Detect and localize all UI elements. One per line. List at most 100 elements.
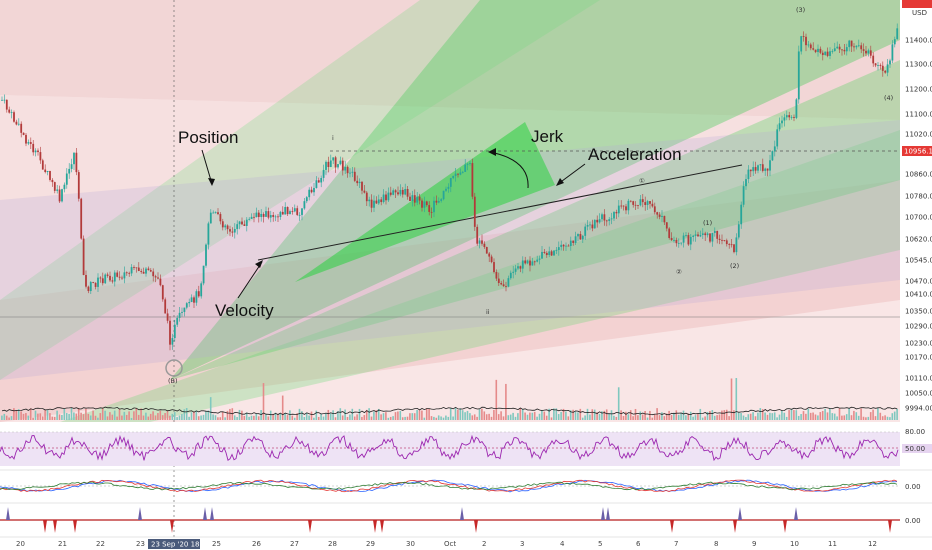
candle-body bbox=[807, 44, 810, 46]
volume-bar bbox=[649, 410, 651, 420]
volume-bar bbox=[591, 409, 594, 420]
candle-body bbox=[658, 214, 661, 217]
candle-body bbox=[603, 214, 606, 221]
volume-bar bbox=[363, 415, 366, 420]
volume-bar bbox=[493, 409, 495, 420]
volume-bar bbox=[214, 415, 217, 420]
osc-spike-down bbox=[53, 520, 57, 533]
volume-bar bbox=[819, 412, 822, 420]
volume-bar bbox=[706, 411, 709, 420]
volume-bar bbox=[793, 410, 795, 420]
volume-bar bbox=[658, 415, 661, 420]
candle-body bbox=[692, 235, 695, 237]
candle-body bbox=[296, 208, 299, 215]
candle-body bbox=[713, 230, 716, 233]
volume-bar bbox=[889, 417, 891, 420]
volume-bar bbox=[346, 416, 349, 420]
price-axis[interactable]: 11500.0011400.0011300.0011200.0011100.00… bbox=[905, 1, 932, 413]
candle-body bbox=[788, 115, 791, 118]
candle-body bbox=[509, 272, 512, 279]
volume-bar bbox=[497, 414, 500, 420]
volume-bar bbox=[745, 417, 747, 420]
price-tick: 10230.00 bbox=[905, 340, 932, 348]
candle-body bbox=[490, 256, 493, 263]
volume-bar bbox=[284, 413, 286, 420]
date-axis[interactable]: 2021222324252627282930Oct23456789101112 bbox=[16, 540, 877, 548]
volume-bar bbox=[32, 417, 34, 420]
candle-body bbox=[46, 171, 49, 173]
volume-bar bbox=[711, 410, 714, 420]
candle-body bbox=[133, 267, 135, 268]
candle-body bbox=[593, 219, 596, 229]
candle-body bbox=[464, 164, 467, 172]
candle-body bbox=[853, 46, 855, 48]
volume-bar bbox=[553, 408, 555, 420]
candle-body bbox=[389, 192, 392, 195]
velocity-arrow bbox=[237, 261, 263, 299]
volume-bar bbox=[418, 410, 421, 420]
volume-bar bbox=[833, 413, 836, 420]
volume-bar bbox=[790, 408, 793, 420]
candle-body bbox=[502, 284, 505, 287]
volume-bar bbox=[737, 412, 740, 420]
volume-bar bbox=[425, 408, 428, 420]
volume-bar bbox=[490, 416, 493, 420]
osc-spike-up bbox=[203, 507, 207, 520]
volume-bar bbox=[82, 414, 85, 420]
candle-body bbox=[425, 201, 428, 206]
volume-bar bbox=[423, 417, 426, 420]
candle-body bbox=[116, 272, 119, 277]
candle-body bbox=[190, 297, 193, 302]
candle-body bbox=[589, 224, 591, 226]
volume-bar bbox=[584, 415, 586, 420]
candle-body bbox=[757, 165, 759, 171]
candle-body bbox=[877, 65, 879, 66]
candle-body bbox=[10, 112, 13, 114]
candle-body bbox=[879, 65, 882, 66]
volume-bar bbox=[488, 413, 490, 420]
volume-bar bbox=[296, 413, 298, 420]
volume-bar bbox=[512, 412, 514, 420]
candle-body bbox=[344, 166, 347, 171]
volume-bar bbox=[689, 411, 692, 420]
candle-body bbox=[363, 190, 366, 193]
candle-body bbox=[497, 278, 500, 284]
volume-bar bbox=[733, 410, 735, 420]
osc-spike-down bbox=[888, 520, 892, 533]
volume-bar bbox=[757, 412, 759, 420]
candle-body bbox=[121, 277, 123, 279]
candle-body bbox=[22, 132, 25, 135]
volume-bar bbox=[896, 408, 898, 420]
volume-bar bbox=[274, 412, 277, 420]
candle-body bbox=[797, 51, 800, 100]
candle-body bbox=[49, 171, 51, 180]
top-price-tag bbox=[902, 0, 932, 8]
volume-bar bbox=[128, 411, 130, 420]
date-tick: 8 bbox=[714, 540, 718, 548]
date-tick: 21 bbox=[58, 540, 67, 548]
volume-bar bbox=[831, 413, 834, 420]
candle-body bbox=[329, 160, 332, 168]
candle-body bbox=[265, 211, 267, 217]
candle-body bbox=[181, 311, 183, 313]
candle-body bbox=[485, 247, 488, 254]
volume-bar bbox=[761, 409, 764, 420]
volume-bar bbox=[454, 408, 457, 420]
volume-bar bbox=[161, 415, 164, 420]
volume-bar bbox=[812, 412, 814, 420]
date-tick: 6 bbox=[636, 540, 641, 548]
candle-body bbox=[625, 206, 627, 211]
red-fan-2 bbox=[0, 95, 900, 422]
volume-bar bbox=[406, 416, 409, 420]
cursor-date-tag bbox=[148, 539, 200, 549]
candle-body bbox=[75, 152, 78, 173]
candle-body bbox=[754, 167, 757, 171]
volume-bar bbox=[769, 412, 771, 420]
price-tick: 10860.00 bbox=[905, 171, 932, 179]
volume-bar bbox=[5, 415, 8, 420]
candle-body bbox=[394, 190, 397, 193]
rsi-tick-80: 80.00 bbox=[905, 428, 925, 436]
osc-spike-down bbox=[43, 520, 47, 533]
volume-bar bbox=[341, 415, 344, 420]
